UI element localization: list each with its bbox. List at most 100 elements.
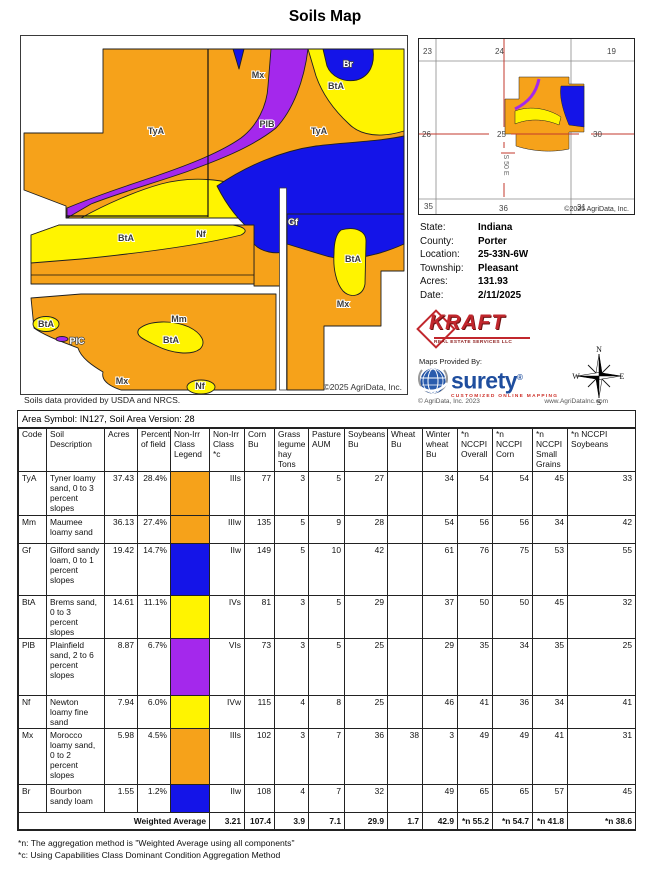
column-header: *n NCCPI Soybeans	[567, 428, 636, 472]
locator-section-numbers: 23 24 19 26 25 30 35 36 31	[422, 47, 616, 213]
legend-color-cell	[170, 515, 210, 544]
surety-tagline: CUSTOMIZED ONLINE MAPPING	[451, 393, 559, 399]
map-text-label: BtA	[328, 81, 344, 91]
table-cell: 102	[244, 728, 275, 785]
map-region-blue-wedge	[232, 48, 245, 70]
table-cell: 28.4%	[137, 471, 171, 516]
table-cell: 34	[532, 515, 568, 544]
surety-logo: surety® CUSTOMIZED ONLINE MAPPING	[418, 366, 633, 399]
info-value: Porter	[478, 235, 507, 247]
column-header: Percent of field	[137, 428, 171, 472]
map-text-label: 19	[607, 47, 616, 56]
table-cell: 7.94	[104, 695, 138, 729]
table-cell: Brems sand, 0 to 3 percent slopes	[46, 595, 105, 639]
table-cell: 45	[532, 595, 568, 639]
table-cell: 37.43	[104, 471, 138, 516]
column-header: Non-Irr Class Legend	[170, 428, 210, 472]
map-text-label: 35	[424, 202, 433, 211]
weighted-average-row: Weighted Average 3.21 107.4 3.9 7.1 29.9 1.7 42…	[18, 812, 636, 830]
table-cell: IIw	[209, 543, 245, 596]
table-cell: 31	[567, 728, 636, 785]
table-cell: 50	[492, 595, 533, 639]
table-cell: 9	[308, 515, 345, 544]
column-header: Corn Bu	[244, 428, 275, 472]
locator-road-label: S 50 E	[502, 154, 509, 175]
table-cell: Newton loamy fine sand	[46, 695, 105, 729]
table-cell: 37	[422, 595, 458, 639]
surety-logo-text: surety® CUSTOMIZED ONLINE MAPPING	[451, 366, 558, 399]
map-region-nf-bottom-yellow	[186, 379, 216, 394]
footnote-line: *c: Using Capabilities Class Dominant Co…	[18, 849, 281, 860]
info-label: Acres:	[420, 276, 448, 288]
table-cell: 35	[532, 638, 568, 696]
table-cell: 42	[567, 515, 636, 544]
table-cell: 3	[274, 728, 309, 785]
table-cell: PlB	[18, 638, 47, 696]
table-cell: IVs	[209, 595, 245, 639]
map-region-middle-yellow	[30, 224, 246, 264]
table-cell: Gilford sandy loam, 0 to 1 percent slope…	[46, 543, 105, 596]
table-cell: 73	[244, 638, 275, 696]
table-cell: 7	[308, 728, 345, 785]
table-row: PlB Plainfield sand, 2 to 6 percent slope…	[18, 638, 636, 696]
legend-color-cell	[170, 471, 210, 516]
kraft-logo: KRAFT REAL ESTATE SERVICES LLC	[416, 309, 540, 355]
table-cell: 77	[244, 471, 275, 516]
column-header: Winter wheat Bu	[422, 428, 458, 472]
legend-color-cell	[170, 784, 210, 813]
table-row: Mm Maumee loamy sand 36.13 27.4% IIIw 135 5 9 28…	[18, 515, 636, 544]
weighted-average-cell: 1.7	[387, 812, 423, 830]
footnotes: *n: The aggregation method is "Weighted …	[18, 838, 295, 861]
map-region-bta-left-yellow	[32, 316, 60, 332]
table-cell: 76	[457, 543, 493, 596]
map-text-label: PlB	[259, 119, 275, 129]
column-header: *n NCCPI Overall	[457, 428, 493, 472]
map-text-label: TyA	[148, 126, 165, 136]
map-text-label: Br	[343, 59, 353, 69]
table-cell	[387, 638, 423, 696]
info-value: 2/11/2025	[478, 289, 522, 301]
table-cell: 36.13	[104, 515, 138, 544]
info-row: Township: Pleasant	[420, 262, 634, 276]
footnote-line: *n: The aggregation method is "Weighted …	[18, 838, 295, 848]
registered-mark: ®	[517, 373, 523, 382]
table-cell: 5	[274, 543, 309, 596]
map-text-label: 26	[422, 130, 431, 139]
soil-map-panel: TyA Mx PlB TyA BtA Br Gf BtA Nf BtA Mx BtA PlC Mm BtA M…	[20, 35, 408, 395]
table-cell: 38	[387, 728, 423, 785]
info-label: State:	[420, 222, 446, 233]
weighted-average-cell: *n 41.8	[532, 812, 568, 830]
column-header: Non-Irr Class *c	[209, 428, 245, 472]
table-cell: 25	[344, 638, 388, 696]
table-cell: 3	[274, 638, 309, 696]
column-header: Pasture AUM	[308, 428, 345, 472]
table-row: Br Bourbon sandy loam 1.55 1.2% IIw 108 4 7 32 49…	[18, 784, 636, 813]
table-cell: 41	[457, 695, 493, 729]
weighted-average-label: Weighted Average	[18, 812, 210, 830]
weighted-average-cell: *n 55.2	[457, 812, 493, 830]
surety-footer: © AgriData, Inc. 2023 www.AgriDataInc.co…	[418, 398, 608, 405]
table-cell: 5	[308, 595, 345, 639]
legend-color-cell	[170, 595, 210, 639]
column-header: Soybeans Bu	[344, 428, 388, 472]
info-label: Township:	[420, 262, 464, 274]
section-boundary-lines	[66, 49, 209, 217]
table-cell: 14.7%	[137, 543, 171, 596]
map-text-label: Mx	[252, 70, 265, 80]
table-cell: 56	[457, 515, 493, 544]
table-cell: 29	[422, 638, 458, 696]
table-cell: 55	[567, 543, 636, 596]
kraft-logo-subtext: REAL ESTATE SERVICES LLC	[434, 337, 530, 345]
table-cell: 32	[344, 784, 388, 813]
table-cell: 41	[567, 695, 636, 729]
column-header: Wheat Bu	[387, 428, 423, 472]
map-text-label: 36	[499, 204, 508, 213]
map-text-label: Nf	[196, 229, 206, 239]
map-text-label: Nf	[195, 381, 205, 391]
maps-provided-label: Maps Provided By:	[419, 357, 482, 366]
info-value: 25-33N-6W	[478, 249, 529, 261]
map-region-bourbon-blue	[322, 48, 374, 82]
weighted-average-cell: 29.9	[344, 812, 388, 830]
table-cell: 45	[532, 471, 568, 516]
locator-red-lines	[419, 39, 634, 197]
